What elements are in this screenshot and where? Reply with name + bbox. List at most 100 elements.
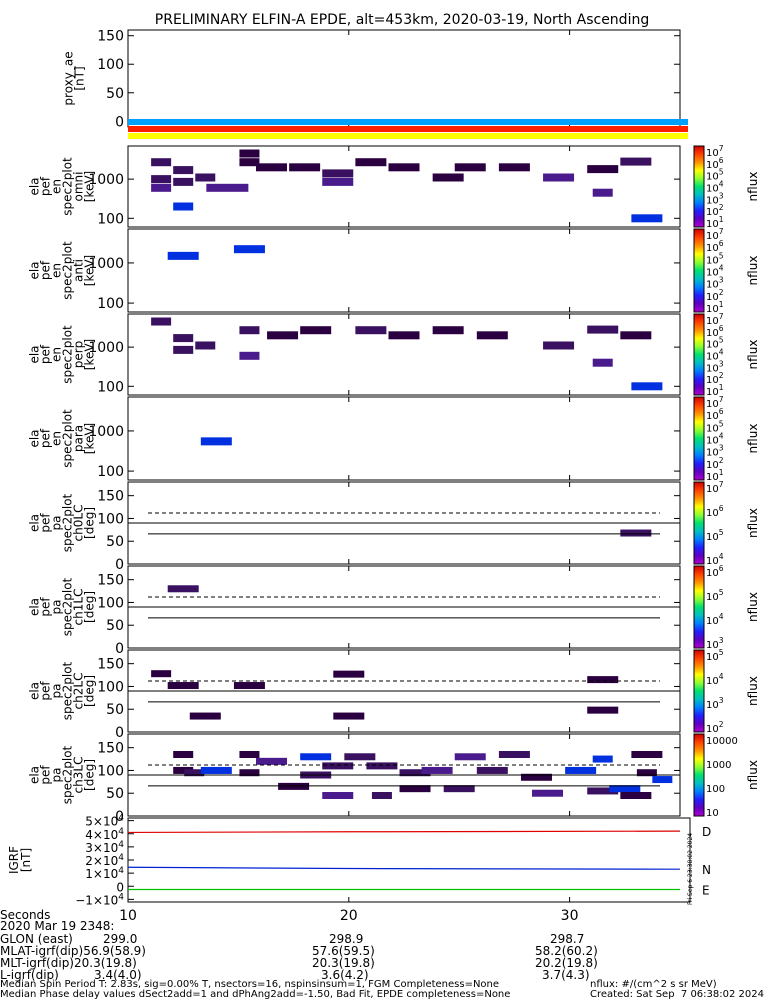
colorbar-tick: 102 [706,456,724,471]
y-axis-label: ch2LC [72,673,86,710]
y-tick-label: 1000 [88,256,124,272]
y-tick-label: 1000 [88,424,124,440]
flux-cell [195,173,216,182]
footer-seconds: Seconds [0,908,51,922]
colorbar [693,565,705,649]
y-axis-label: spec2plot [61,325,75,384]
flux-cell [200,437,232,446]
flux-cell [256,163,288,172]
colorbar-tick: 104 [706,180,724,195]
flux-cell [173,166,194,175]
footer-mlat-v2: 57.6(59.5) [312,944,375,958]
y-tick-label: −1×104 [75,892,124,907]
flux-cell [300,753,332,761]
y-tick-label: 100 [97,679,124,695]
footer-created: Created: Sat Sep 7 06:38:02 2024 [590,989,764,1000]
flux-cell [239,751,260,758]
y-axis-label: [keV] [83,171,97,202]
colorbar-tick: 107 [706,480,724,495]
flux-cell [587,325,619,334]
y-tick-label: 1000 [88,340,124,356]
flux-cell [289,163,321,172]
y-axis-label: [nT] [73,66,87,90]
flux-cell [432,173,464,182]
flux-cell [388,163,420,172]
flux-cell [631,214,663,223]
y-axis-label: [deg] [83,507,97,539]
colorbar-tick: 106 [706,407,724,422]
flux-cell [195,341,216,350]
colorbar-tick: 105 [706,251,724,266]
colorbar-tick: 106 [706,504,724,519]
y-axis-label: [keV] [83,339,97,370]
y-tick-label: 50 [106,618,124,634]
colorbar-tick: 101 [706,468,724,483]
colorbar-tick: 105 [706,336,724,351]
colorbar-tick: 106 [706,239,724,254]
y-tick-label: 0 [116,880,124,894]
y-tick-label: 2×104 [85,853,124,868]
igrf-legend-N: N [702,863,711,877]
y-tick-label: 1×104 [85,866,124,881]
y-axis-label: ela [28,766,42,784]
colorbar-tick: 103 [706,276,724,291]
flux-cell [543,173,575,182]
flux-cell [322,169,354,178]
colorbar-label: nflux [746,676,760,706]
y-tick-label: 0 [115,641,124,657]
flux-cell [173,202,194,211]
igrf-ylabel: [nT] [19,848,33,872]
flux-cell [151,175,172,184]
panel-pef_para: 1000100elapefenspec2plotpara[keV]1071061… [28,395,761,483]
colorbar-tick: 104 [706,612,724,627]
y-axis-label: para [72,425,86,452]
colorbar [693,733,705,817]
panel-pef_omni: 1000100elapefenspec2plotomni[keV]1071061… [28,144,761,230]
footer-l-label: L-igrf(dip) [0,968,59,982]
flux-cell [652,776,673,784]
flux-cell [151,183,172,192]
y-tick-label: 100 [97,379,124,395]
y-tick-label: 0 [115,725,124,741]
flux-cell [421,766,453,774]
flux-cell [476,766,508,774]
flux-cell [151,317,172,326]
y-axis-label: pa [50,600,64,615]
y-tick-label: 100 [97,595,124,611]
footer-mlat-v3: 58.2(60.2) [535,944,598,958]
y-axis-label: [keV] [83,423,97,454]
colorbar-label: nflux [746,592,760,622]
flux-cell [609,785,641,793]
flux-cell [267,331,299,340]
flux-cell [322,762,354,770]
footer-units: nflux: #/(cm^2 s sr MeV) [590,979,717,990]
flux-cell [322,177,354,186]
y-axis-label: pef [39,597,53,617]
colorbar-tick: 10000 [706,736,738,747]
y-tick-label: 3×104 [85,840,124,855]
chart-title: PRELIMINARY ELFIN-A EPDE, alt=453km, 202… [155,12,649,28]
y-tick-label: 50 [106,786,124,802]
y-tick-label: 0 [115,114,124,130]
y-axis-label: omni [72,172,86,202]
x-tick-label: 30 [561,908,579,924]
y-axis-label: pef [39,765,53,785]
flux-cell [476,331,508,340]
colorbar-tick: 106 [706,564,724,579]
colorbar-label: nflux [746,760,760,790]
flux-cell [587,676,619,684]
flux-cell [520,773,552,781]
side-stamp: Fri Sep 6 23:38:02 2024 [687,833,694,905]
flux-cell [167,251,199,260]
igrf-line-N [127,866,681,870]
flux-cell [592,755,613,763]
colorbar-tick: 106 [706,324,724,339]
y-tick-label: 100 [97,464,124,480]
flux-cell [543,341,575,350]
footer-l-v2: 3.6(4.2) [321,968,369,982]
flux-cell [355,158,387,167]
flux-cell [443,785,475,793]
